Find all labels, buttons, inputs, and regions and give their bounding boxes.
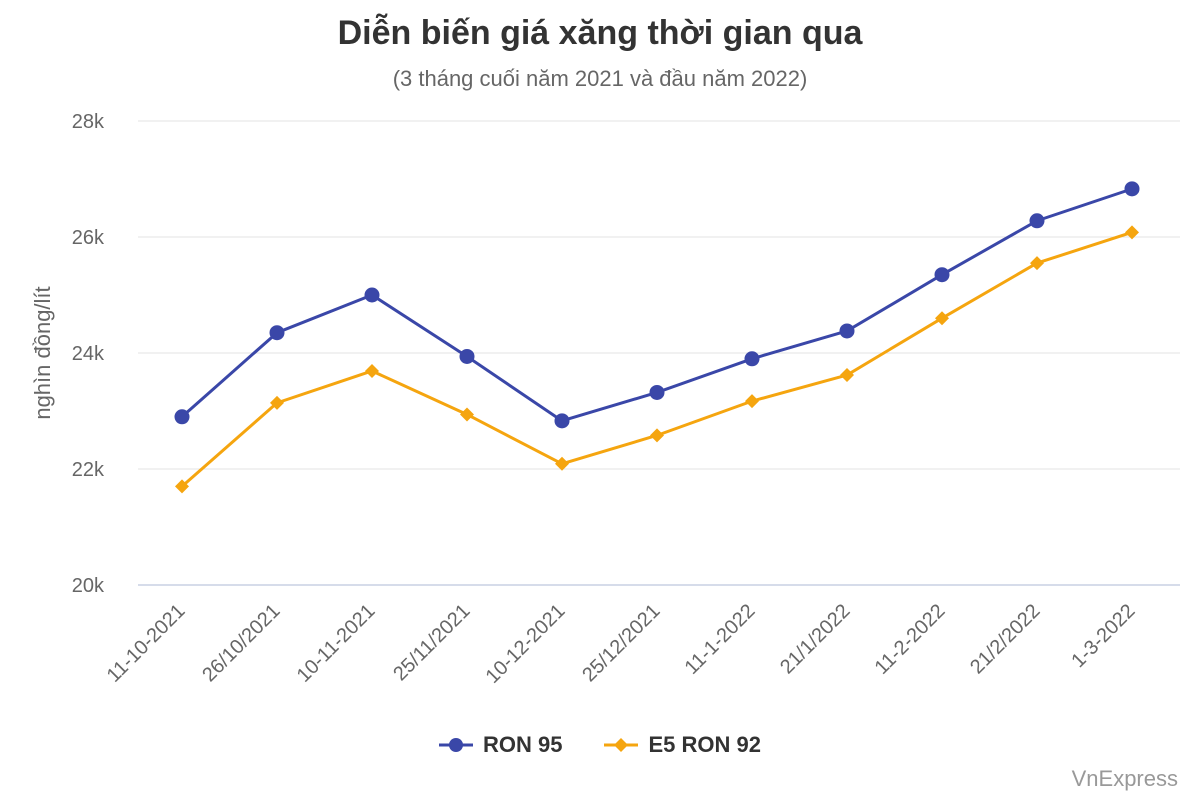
circle-marker-icon — [439, 738, 473, 752]
data-point[interactable] — [174, 409, 190, 425]
data-point[interactable] — [840, 368, 854, 383]
x-tick-label: 11-10-2021 — [103, 600, 190, 687]
legend-label-e5ron92: E5 RON 92 — [648, 732, 761, 757]
data-point[interactable] — [459, 348, 475, 364]
x-tick-label: 11-2-2022 — [871, 600, 950, 679]
data-point[interactable] — [555, 456, 569, 471]
legend: RON 95 E5 RON 92 — [0, 732, 1200, 758]
series — [174, 181, 1140, 494]
y-axis-label: nghìn đồng/lít — [30, 286, 55, 419]
chart-subtitle: (3 tháng cuối năm 2021 và đầu năm 2022) — [392, 66, 808, 91]
y-tick-label: 22k — [72, 459, 105, 481]
data-point[interactable] — [935, 311, 949, 326]
legend-label-ron95: RON 95 — [483, 732, 563, 757]
x-tick-label: 21/1/2022 — [776, 600, 854, 678]
data-point[interactable] — [1125, 225, 1139, 240]
y-axis-ticks: 20k 22k 24k 26k 28k — [72, 111, 105, 597]
legend-item-ron95[interactable]: RON 95 — [439, 732, 562, 758]
series-line — [181, 230, 1133, 488]
data-point[interactable] — [1030, 256, 1044, 271]
x-tick-label: 25/12/2021 — [578, 600, 664, 686]
series-ron95 — [174, 181, 1140, 429]
data-point[interactable] — [364, 287, 380, 303]
data-point[interactable] — [744, 351, 760, 367]
data-point[interactable] — [269, 325, 285, 341]
data-point[interactable] — [934, 267, 950, 283]
source-credit: VnExpress — [1071, 766, 1178, 791]
data-point[interactable] — [650, 428, 664, 443]
data-point[interactable] — [839, 323, 855, 339]
x-tick-label: 21/2/2022 — [966, 600, 1044, 678]
x-tick-label: 10-11-2021 — [293, 600, 380, 687]
x-tick-label: 26/10/2021 — [198, 600, 284, 686]
legend-item-e5ron92[interactable]: E5 RON 92 — [604, 732, 761, 758]
data-point[interactable] — [649, 384, 665, 400]
data-point[interactable] — [460, 407, 474, 422]
y-tick-label: 26k — [72, 227, 105, 249]
data-point[interactable] — [175, 479, 189, 494]
y-tick-label: 28k — [72, 111, 105, 133]
x-tick-label: 1-3-2022 — [1067, 600, 1139, 672]
chart-title: Diễn biến giá xăng thời gian qua — [337, 14, 863, 52]
y-tick-label: 20k — [72, 575, 105, 597]
x-axis-ticks: 11-10-2021 26/10/2021 10-11-2021 25/11/2021… — [103, 600, 1140, 688]
diamond-marker-icon — [604, 738, 639, 752]
data-point[interactable] — [745, 394, 759, 409]
data-point[interactable] — [1029, 213, 1045, 229]
gridlines — [138, 120, 1180, 586]
data-point[interactable] — [365, 363, 379, 378]
data-point[interactable] — [270, 395, 284, 410]
data-point[interactable] — [554, 413, 570, 429]
series-e5ron92 — [175, 225, 1139, 494]
data-point[interactable] — [1124, 181, 1140, 197]
y-tick-label: 24k — [72, 343, 105, 365]
x-tick-label: 25/11/2021 — [389, 600, 474, 685]
x-tick-label: 11-1-2022 — [681, 600, 760, 679]
x-tick-label: 10-12-2021 — [482, 600, 570, 688]
